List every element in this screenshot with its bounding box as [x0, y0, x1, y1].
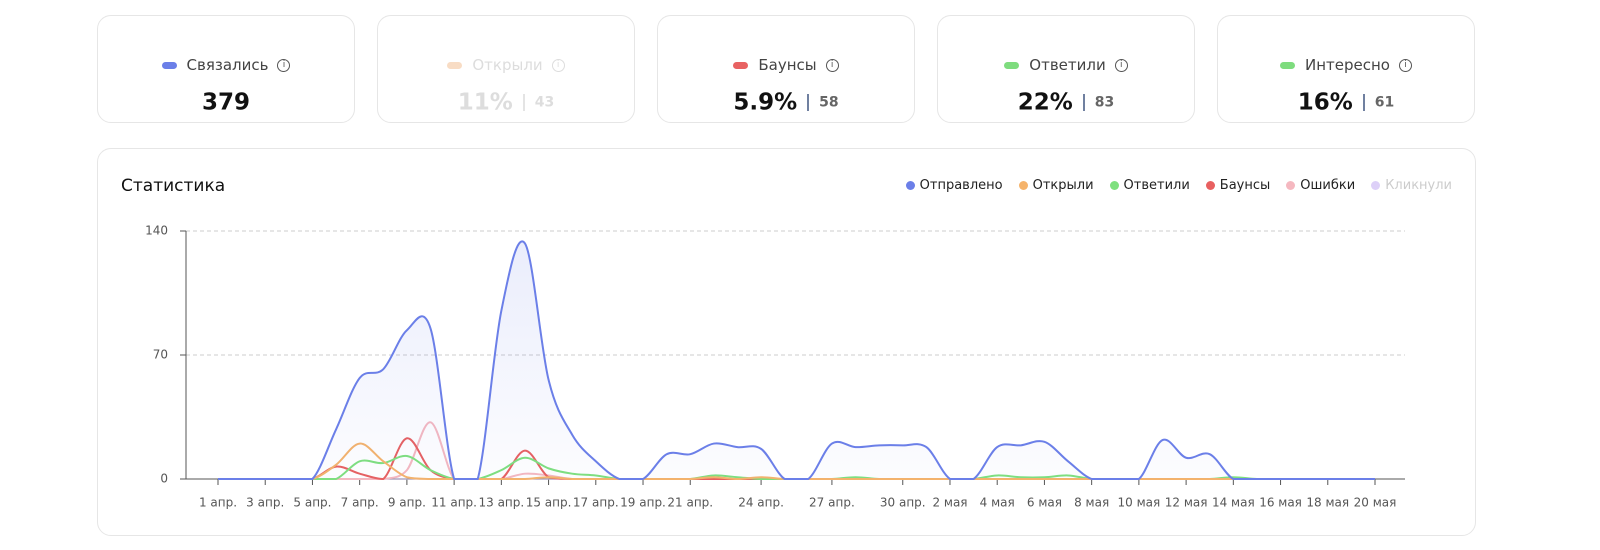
separator — [807, 94, 810, 111]
legend-swatch — [1109, 181, 1119, 190]
stat-card[interactable]: Связались i 379 — [97, 15, 355, 123]
legend-label: Кликнули — [1385, 178, 1452, 193]
x-tick-label: 30 апр. — [880, 496, 926, 510]
x-tick-label: 15 апр. — [526, 496, 572, 510]
legend-label: Открыли — [1032, 178, 1094, 193]
legend-swatch — [905, 181, 915, 190]
info-icon[interactable]: i — [1114, 59, 1128, 72]
y-tick-label: 70 — [153, 348, 168, 362]
x-tick-label: 4 мая — [980, 496, 1015, 510]
card-count: 43 — [534, 94, 555, 111]
legend-item[interactable]: Ответили — [1109, 178, 1190, 193]
card-value: 11% — [457, 89, 513, 116]
x-tick-label: 9 апр. — [388, 496, 426, 510]
legend-label: Баунсы — [1219, 178, 1271, 193]
x-tick-label: 12 мая — [1165, 496, 1208, 510]
chart-panel — [97, 148, 1476, 536]
card-dot — [1280, 62, 1295, 69]
card-value: 16% — [1297, 89, 1353, 116]
legend-item[interactable]: Кликнули — [1371, 178, 1452, 193]
y-tick-label: 0 — [160, 472, 168, 486]
x-tick-label: 3 апр. — [246, 496, 284, 510]
legend: Отправлено Открыли Ответили Баунсы Ошибки Кли… — [905, 178, 1452, 193]
legend-item[interactable]: Баунсы — [1205, 178, 1271, 193]
x-tick-label: 10 мая — [1118, 496, 1161, 510]
card-dot — [1004, 62, 1020, 69]
x-tick-label: 5 апр. — [293, 496, 331, 510]
stat-card[interactable]: Баунсы i 5.9% 58 — [657, 15, 915, 123]
y-tick-label: 140 — [145, 224, 168, 238]
chart-title: Статистика — [121, 176, 225, 196]
separator — [522, 94, 525, 111]
stat-card[interactable]: Интересно i 16% 61 — [1217, 15, 1475, 123]
card-value: 22% — [1017, 89, 1073, 116]
card-dot — [733, 62, 749, 69]
line — [217, 240, 1375, 481]
legend-swatch — [1371, 181, 1381, 190]
card-count: 61 — [1374, 94, 1395, 111]
stat-card[interactable]: Ответили i 22% 83 — [937, 15, 1195, 123]
info-icon[interactable]: i — [551, 59, 565, 72]
card-label-row: Связались i — [98, 56, 354, 74]
card-label-row: Открыли i — [378, 56, 634, 74]
x-tick-label: 19 апр. — [620, 496, 666, 510]
x-tick-label: 24 апр. — [738, 496, 784, 510]
legend-item[interactable]: Открыли — [1018, 178, 1094, 193]
card-value-row: 22% 83 — [938, 89, 1194, 116]
card-count: 83 — [1094, 94, 1115, 111]
stat-card[interactable]: Открыли i 11% 43 — [377, 15, 635, 123]
legend-swatch — [1205, 181, 1215, 190]
x-tick-label: 7 апр. — [341, 496, 379, 510]
card-label-row: Ответили i — [938, 56, 1194, 74]
card-label: Открыли — [472, 56, 543, 74]
legend-item[interactable]: Ошибки — [1286, 178, 1355, 193]
x-tick-label: 14 мая — [1212, 496, 1255, 510]
x-tick-label: 1 апр. — [199, 496, 237, 510]
x-tick-label: 16 мая — [1259, 496, 1302, 510]
card-label-row: Интересно i — [1218, 56, 1474, 74]
separator — [1362, 94, 1365, 111]
x-tick-label: 11 апр. — [431, 496, 477, 510]
legend-swatch — [1286, 181, 1296, 190]
card-value: 379 — [201, 89, 250, 116]
legend-label: Ответили — [1123, 178, 1190, 193]
legend-swatch — [1018, 181, 1028, 190]
x-tick-label: 20 мая — [1354, 496, 1397, 510]
card-dot — [447, 62, 463, 69]
legend-label: Отправлено — [919, 178, 1003, 193]
x-tick-label: 17 апр. — [573, 496, 619, 510]
card-value-row: 11% 43 — [378, 89, 634, 116]
card-value: 5.9% — [733, 89, 798, 116]
card-label-row: Баунсы i — [658, 56, 914, 74]
separator — [1082, 94, 1085, 111]
x-tick-label: 13 апр. — [478, 496, 524, 510]
x-tick-label: 21 апр. — [667, 496, 713, 510]
x-tick-label: 2 мая — [932, 496, 967, 510]
x-tick-label: 18 мая — [1306, 496, 1349, 510]
info-icon[interactable]: i — [1398, 59, 1412, 72]
info-icon[interactable]: i — [825, 59, 839, 72]
card-value-row: 16% 61 — [1218, 89, 1474, 116]
card-dot — [161, 62, 177, 69]
x-tick-label: 8 мая — [1074, 496, 1109, 510]
legend-item[interactable]: Отправлено — [905, 178, 1003, 193]
card-value-row: 5.9% 58 — [658, 89, 914, 116]
card-label: Связались — [186, 56, 269, 74]
area — [218, 241, 1375, 479]
card-label: Интересно — [1305, 56, 1390, 74]
card-count: 58 — [819, 94, 839, 111]
x-tick-label: 27 апр. — [809, 496, 855, 510]
info-icon[interactable]: i — [277, 59, 291, 72]
x-tick-label: 6 мая — [1027, 496, 1062, 510]
card-label: Ответили — [1029, 56, 1106, 74]
legend-label: Ошибки — [1300, 178, 1356, 193]
card-label: Баунсы — [758, 56, 817, 74]
card-value-row: 379 — [98, 89, 354, 116]
